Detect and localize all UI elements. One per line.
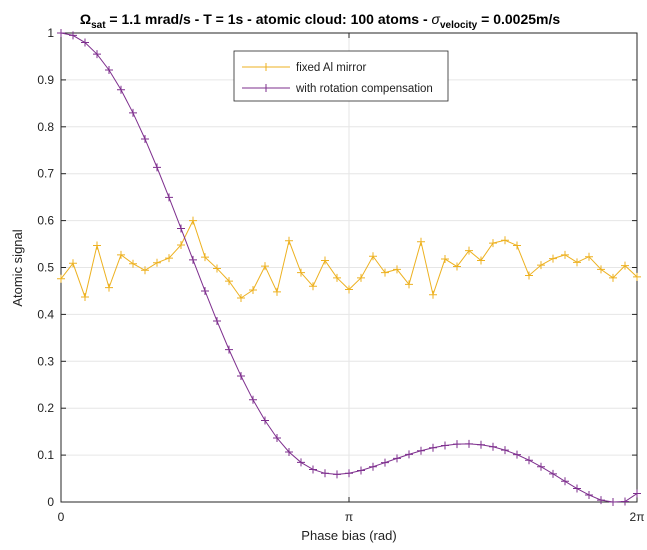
y-tick-label-4: 0.4 (37, 307, 54, 321)
x-axis-label: Phase bias (rad) (301, 528, 396, 543)
y-tick-label-7: 0.7 (37, 167, 54, 181)
x-tick-label-2: 2π (630, 510, 645, 524)
y-tick-label-9: 0.9 (37, 73, 54, 87)
title-sigma-sub: velocity (440, 20, 478, 31)
title-omega-sub: sat (91, 20, 106, 31)
title-end: = 0.0025m/s (477, 11, 560, 27)
y-axis-label: Atomic signal (10, 229, 25, 306)
y-tick-label-10: 1 (47, 26, 54, 40)
title-main: = 1.1 mrad/s - T = 1s - atomic cloud: 10… (106, 11, 432, 27)
legend-label-fixed-al-mirror: fixed Al mirror (296, 62, 366, 74)
y-tick-label-8: 0.8 (37, 120, 54, 134)
legend-label-rotation-compensation: with rotation compensation (295, 83, 433, 95)
legend: fixed Al mirror with rotation compensati… (234, 51, 448, 101)
y-tick-label-0: 0 (47, 495, 54, 509)
y-tick-label-1: 0.1 (37, 448, 54, 462)
title-omega: Ω (80, 11, 91, 27)
y-tick-label-3: 0.3 (37, 354, 54, 368)
y-tick-label-5: 0.5 (37, 261, 54, 275)
x-tick-label-0: 0 (58, 510, 65, 524)
y-tick-label-2: 0.2 (37, 401, 54, 415)
y-tick-label-6: 0.6 (37, 214, 54, 228)
x-tick-label-1: π (345, 510, 353, 524)
